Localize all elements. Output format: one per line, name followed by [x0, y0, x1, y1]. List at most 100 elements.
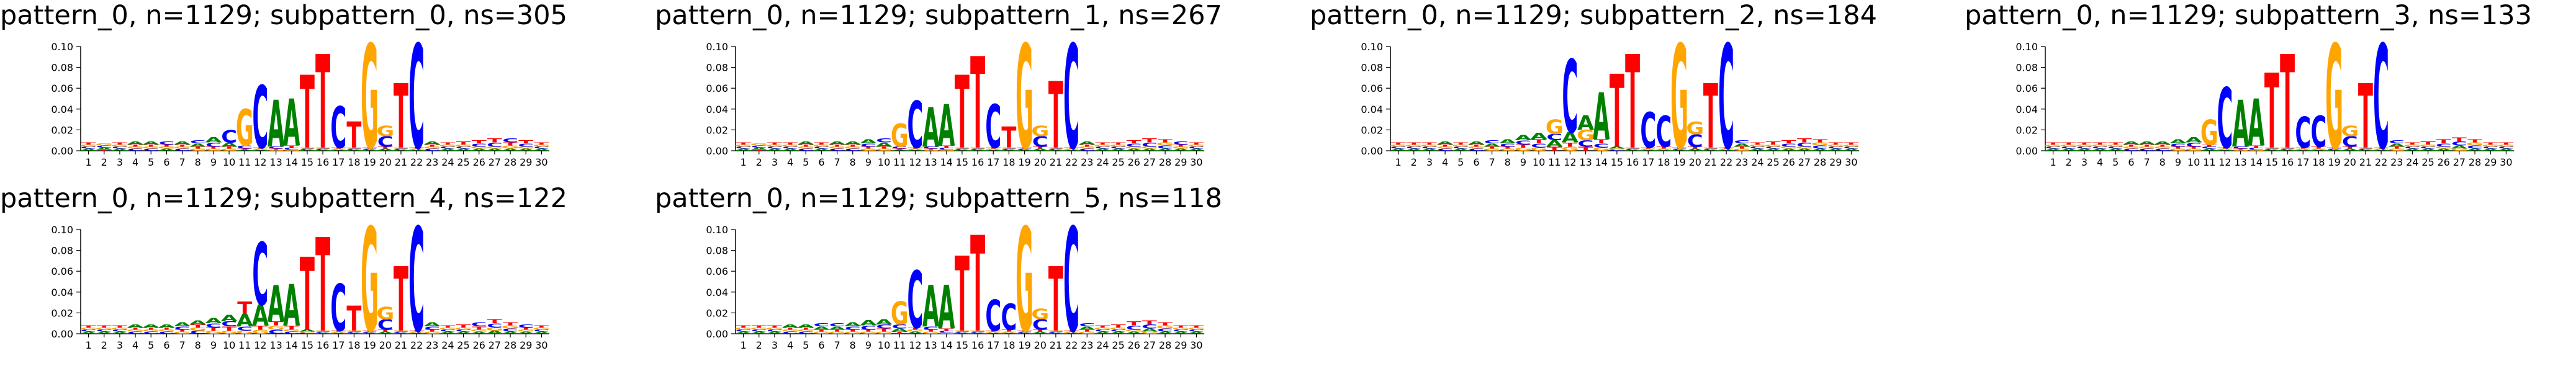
logo-letter-C: C: [1765, 146, 1781, 149]
y-tick-label: 0.10: [51, 41, 73, 53]
y-tick-label: 0.06: [1361, 83, 1383, 94]
x-tick-label: 10: [223, 339, 235, 351]
x-tick-label: 9: [1520, 156, 1526, 168]
logo-letter-T: T: [876, 328, 892, 333]
y-tick-label: 0.10: [51, 224, 73, 236]
logo-letter-C: C: [299, 148, 315, 150]
x-tick-label: 1: [740, 156, 746, 168]
logo-letter-C: C: [767, 329, 783, 332]
x-tick-label: 1: [85, 156, 91, 168]
y-tick-label: 0.08: [2015, 62, 2038, 74]
logo-letter-G: G: [2044, 144, 2062, 147]
logo-letter-T: T: [253, 324, 268, 331]
logo-letter-A: A: [252, 150, 269, 151]
logo-letter-A: A: [346, 150, 363, 151]
logo-letter-C: C: [424, 148, 440, 151]
logo-letter-G: G: [1733, 148, 1751, 151]
logo-letter-T: T: [845, 329, 860, 332]
logo-letter-C: C: [2279, 148, 2295, 150]
logo-letter-T: T: [394, 66, 408, 169]
logo-letter-T: T: [1485, 146, 1500, 149]
logo-letter-T: T: [1158, 321, 1173, 326]
logo-letter-G: G: [1749, 144, 1767, 147]
logo-letter-C: C: [2107, 146, 2123, 149]
logo-letter-T: T: [315, 212, 330, 362]
x-tick-label: 11: [893, 339, 906, 351]
logo-letter-T: T: [783, 327, 798, 330]
logo-letter-C: C: [96, 145, 112, 148]
logo-letter-C: C: [798, 331, 814, 334]
logo-letter-G: G: [79, 327, 97, 330]
logo-letter-T: T: [830, 144, 845, 147]
logo-letter-A: A: [1079, 326, 1096, 331]
logo-letter-C: C: [1750, 146, 1766, 149]
x-tick-label: 21: [2359, 156, 2372, 168]
logo-letter-T: T: [128, 327, 143, 330]
y-tick-label: 0.08: [51, 245, 73, 257]
logo-letter-G: G: [2279, 148, 2297, 150]
logo-letter-G: G: [1063, 148, 1081, 150]
logo-letter-T: T: [2295, 148, 2310, 150]
logo-letter-G: G: [2482, 144, 2500, 147]
logo-letter-G: G: [1498, 148, 1516, 151]
logo-letter-A: A: [1702, 150, 1719, 151]
logo-letter-C: C: [205, 141, 222, 148]
x-tick-label: 1: [1395, 156, 1401, 168]
logo-letter-T: T: [1142, 137, 1158, 144]
x-tick-label: 23: [1081, 339, 1093, 351]
logo-letter-T: T: [518, 140, 534, 145]
x-tick-label: 27: [489, 339, 501, 351]
logo-letter-C: C: [393, 331, 409, 333]
logo-letter-C: C: [2155, 148, 2171, 151]
logo-letter-A: A: [2404, 148, 2421, 151]
logo-letter-G: G: [1125, 329, 1143, 332]
logo-letter-T: T: [331, 331, 346, 333]
logo-letter-T: T: [907, 148, 922, 150]
logo-letter-T: T: [1095, 325, 1110, 328]
logo-letter-A: A: [813, 148, 831, 151]
x-tick-label: 11: [238, 339, 251, 351]
logo-letter-G: G: [922, 150, 940, 151]
logo-letter-C: C: [1640, 104, 1656, 159]
logo-panel-5: pattern_0, n=1129; subpattern_5, ns=118 …: [655, 183, 1276, 364]
logo-letter-G: G: [95, 143, 113, 146]
y-tick-label: 0.04: [51, 287, 73, 298]
logo-letter-A: A: [236, 311, 254, 331]
logo-letter-T: T: [128, 144, 143, 147]
y-tick-label: 0.06: [51, 266, 73, 277]
logo-letter-G: G: [984, 331, 1002, 333]
logo-letter-C: C: [1173, 140, 1189, 145]
logo-letter-G: G: [439, 144, 457, 147]
logo-letter-T: T: [1469, 144, 1484, 147]
logo-letter-T: T: [300, 238, 315, 354]
logo-letter-A: A: [1001, 333, 1018, 334]
logo-letter-A: A: [1188, 331, 1205, 334]
logo-letter-T: T: [1828, 142, 1843, 145]
x-tick-label: 27: [1798, 156, 1811, 168]
logo-letter-G: G: [891, 297, 909, 333]
y-tick-label: 0.00: [2015, 145, 2038, 157]
logo-letter-T: T: [1064, 331, 1079, 333]
logo-letter-C: C: [502, 328, 518, 333]
logo-letter-A: A: [2123, 140, 2140, 145]
logo-letter-G: G: [2388, 148, 2406, 151]
logo-letter-C: C: [2186, 141, 2202, 148]
logo-letter-C: C: [876, 137, 892, 144]
logo-letter-C: C: [236, 145, 253, 150]
logo-letter-T: T: [2249, 145, 2264, 148]
logo-letter-G: G: [454, 327, 472, 330]
logo-letter-A: A: [1499, 138, 1516, 145]
logo-letter-A: A: [735, 331, 752, 334]
x-tick-label: 6: [818, 156, 824, 168]
logo-letter-C: C: [876, 323, 892, 330]
x-tick-label: 23: [426, 156, 438, 168]
y-tick-label: 0.02: [51, 124, 73, 136]
logo-letter-T: T: [2202, 144, 2217, 147]
logo-letter-C: C: [1531, 143, 1547, 150]
x-tick-label: 17: [987, 339, 999, 351]
logo-letter-T: T: [1531, 138, 1547, 145]
logo-letter-G: G: [937, 333, 955, 334]
x-tick-label: 21: [1050, 339, 1062, 351]
x-tick-label: 11: [893, 156, 906, 168]
logo-letter-C: C: [159, 331, 175, 334]
